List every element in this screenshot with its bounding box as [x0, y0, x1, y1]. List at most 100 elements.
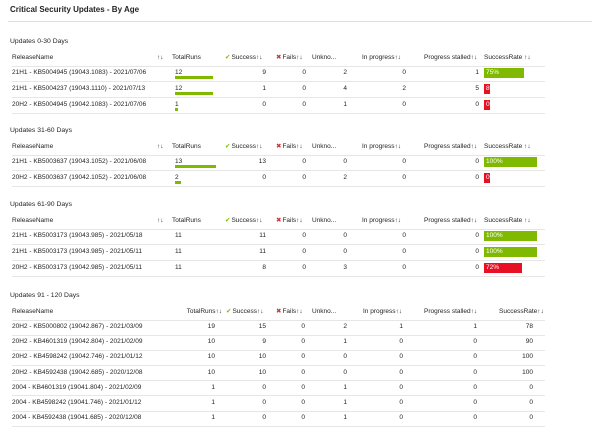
cell-value: 0 — [399, 338, 403, 346]
cell-value: 19 — [207, 323, 215, 330]
cell-value: 11 — [259, 248, 266, 255]
cell-value: 0 — [402, 158, 406, 165]
cell-value: 1 — [473, 323, 477, 330]
cell-value: 90 — [525, 338, 533, 346]
success-rate-bar — [484, 68, 524, 78]
cell-value: 0 — [262, 399, 266, 406]
cell-value: 0 — [473, 353, 477, 361]
runs-bar — [175, 108, 179, 111]
cell-value: 0 — [301, 368, 305, 376]
row-rule — [12, 349, 545, 351]
success-rate-label: 0% — [486, 101, 496, 108]
cell-value: 2 — [175, 174, 179, 181]
cell-value: 1 — [343, 101, 347, 108]
column-header: Success↑↓ — [225, 216, 262, 226]
cell-value: 0 — [402, 174, 406, 181]
cell-value: 0 — [399, 399, 403, 406]
cell-value: 0 — [343, 232, 347, 239]
cell-value: 0 — [399, 414, 403, 422]
success-rate-bar — [484, 231, 537, 241]
runs-bar — [175, 92, 213, 95]
release-name: 21H1 - KB5003637 (19043.1052) - 2021/06/… — [12, 158, 147, 165]
column-header: Unkno... — [312, 217, 337, 224]
cell-value: 1 — [399, 323, 403, 330]
cell-value: 11 — [175, 264, 182, 271]
cell-value: 1 — [211, 414, 215, 422]
cell-value: 1 — [343, 399, 347, 406]
release-name: 2004 - KB4598242 (19041.746) - 2021/01/1… — [12, 399, 142, 406]
cell-value: 13 — [175, 158, 183, 165]
cell-value: 0 — [262, 414, 266, 422]
cell-value: 1 — [343, 338, 347, 346]
section-title: Updates 31-60 Days — [10, 127, 72, 134]
cell-value: 0 — [302, 69, 306, 76]
row-rule — [12, 112, 545, 114]
cell-value: 0 — [475, 264, 479, 271]
cell-value: 0 — [302, 101, 306, 108]
column-header: In progress↑↓ — [362, 217, 402, 224]
cell-value: 11 — [259, 232, 266, 239]
cell-value: 9 — [262, 338, 266, 346]
cell-value: 1 — [262, 85, 266, 92]
cell-value: 2 — [343, 174, 347, 181]
column-header: Progress stalled↑↓ — [424, 54, 478, 61]
release-name: 20H2 - KB4598242 (19042.746) - 2021/01/1… — [12, 353, 143, 361]
cell-value: 0 — [402, 248, 406, 255]
success-rate-label: 100% — [486, 158, 503, 165]
column-header: Success↑↓ — [225, 53, 262, 63]
cell-value: 2 — [343, 323, 347, 330]
row-rule — [12, 259, 545, 261]
cell-value: 0 — [262, 174, 266, 181]
release-name: 2004 - KB4592438 (19041.685) - 2020/12/0… — [12, 414, 142, 422]
cell-value: 12 — [175, 69, 183, 76]
column-header: Unkno... — [312, 308, 337, 315]
cell-value: 13 — [258, 158, 266, 165]
cell-value: 5 — [475, 85, 479, 92]
column-header: Unkno... — [312, 54, 337, 61]
cell-value: 0 — [475, 248, 479, 255]
cell-value: 3 — [343, 264, 347, 271]
cell-value: 0 — [473, 383, 477, 391]
column-header: SuccessRate↑↓ — [499, 308, 544, 315]
cell-value: 10 — [258, 368, 266, 376]
page-title: Critical Security Updates - By Age — [10, 5, 140, 14]
cell-value: 11 — [175, 232, 182, 239]
column-header: Success↑↓ — [226, 307, 263, 317]
success-rate-bar — [484, 157, 537, 167]
column-header: TotalRuns — [172, 54, 201, 61]
runs-bar — [175, 76, 213, 79]
row-rule — [12, 185, 545, 187]
release-name: 21H1 - KB5004945 (19043.1083) - 2021/07/… — [12, 69, 147, 76]
column-header: ReleaseName — [12, 217, 54, 224]
sort-icon: ↑↓ — [157, 54, 164, 61]
release-name: 20H2 - KB5004945 (19042.1083) - 2021/07/… — [12, 101, 147, 108]
column-header: TotalRuns — [172, 217, 201, 224]
cell-value: 0 — [399, 383, 403, 391]
cell-value: 78 — [525, 323, 533, 330]
column-header: TotalRuns↑↓ — [186, 308, 222, 315]
cell-value: 2 — [402, 85, 406, 92]
cell-value: 0 — [473, 414, 477, 422]
column-header: ReleaseName — [12, 143, 54, 150]
cell-value: 1 — [475, 69, 479, 76]
column-header: SuccessRate ↑↓ — [484, 217, 531, 224]
sort-icon: ↑↓ — [157, 143, 164, 150]
cell-value: 0 — [302, 85, 306, 92]
release-name: 2004 - KB4601319 (19041.804) - 2021/02/0… — [12, 383, 142, 391]
row-rule — [12, 410, 545, 412]
cell-value: 12 — [175, 85, 183, 92]
cell-value: 0 — [402, 101, 406, 108]
row-rule — [12, 334, 545, 336]
success-rate-bar — [484, 84, 491, 94]
cell-value: 0 — [473, 338, 477, 346]
cell-value: 0 — [475, 158, 479, 165]
header-rule — [12, 320, 545, 321]
column-header: Fails↑↓ — [276, 216, 302, 226]
cell-value: 0 — [301, 353, 305, 361]
cell-value: 1 — [211, 383, 215, 391]
cell-value: 15 — [258, 323, 266, 330]
cell-value: 0 — [301, 383, 305, 391]
cell-value: 0 — [302, 174, 306, 181]
cell-value: 10 — [207, 353, 215, 361]
column-header: ReleaseName — [12, 308, 54, 315]
